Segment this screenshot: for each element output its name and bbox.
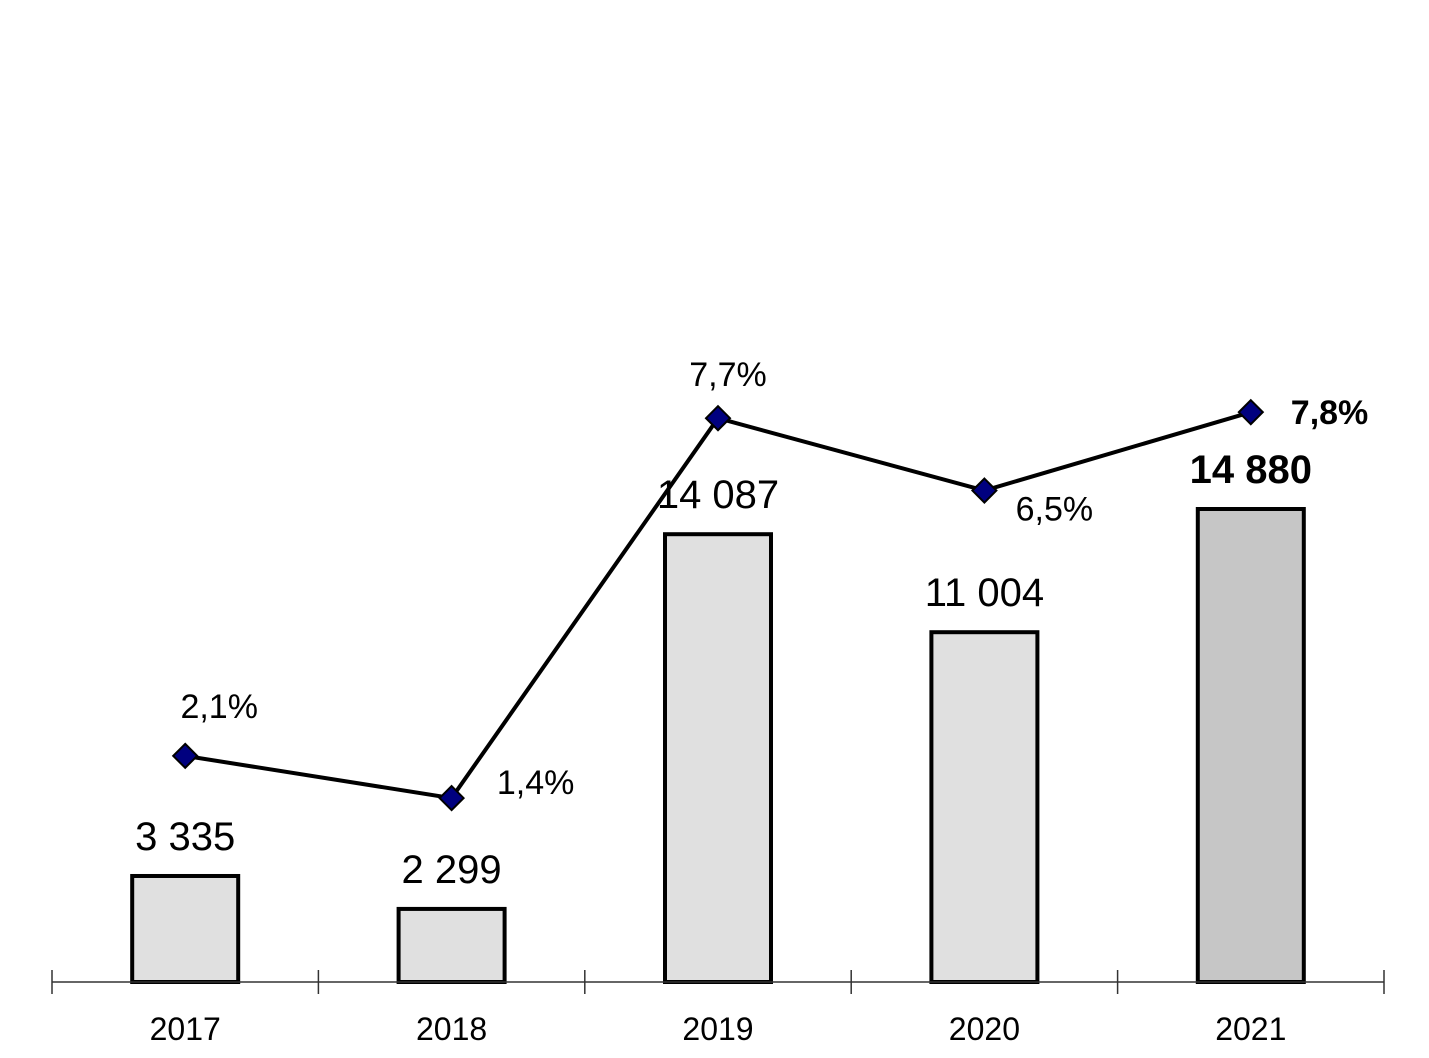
bar-value-label: 14 087 bbox=[657, 473, 779, 517]
x-tick-label: 2021 bbox=[1215, 1011, 1286, 1047]
percent-label: 1,4% bbox=[497, 764, 575, 802]
percent-marker-2021 bbox=[1237, 398, 1265, 426]
bar-2018 bbox=[396, 906, 507, 984]
x-tick-label: 2018 bbox=[416, 1011, 487, 1047]
percent-label: 2,1% bbox=[180, 688, 258, 726]
percent-series bbox=[171, 398, 1265, 812]
percent-label: 6,5% bbox=[1016, 491, 1094, 529]
bar-value-label: 2 299 bbox=[402, 848, 502, 892]
x-axis-labels: 2017 2018 2019 2020 2021 bbox=[150, 1011, 1287, 1047]
percent-label: 7,7% bbox=[689, 356, 767, 394]
bar-value-label: 14 880 bbox=[1190, 448, 1312, 492]
bar-value-label: 3 335 bbox=[135, 815, 235, 859]
bar-2020 bbox=[929, 630, 1040, 984]
bars bbox=[130, 507, 1306, 984]
percent-marker-2018 bbox=[438, 784, 466, 812]
percent-labels: 2,1% 1,4% 7,7% 6,5% 7,8% bbox=[180, 356, 1368, 802]
percent-label: 7,8% bbox=[1291, 394, 1369, 432]
x-tick-label: 2019 bbox=[682, 1011, 753, 1047]
x-tick-label: 2020 bbox=[949, 1011, 1020, 1047]
bar-2021 bbox=[1195, 507, 1306, 984]
percent-marker-2017 bbox=[171, 742, 199, 770]
x-tick-label: 2017 bbox=[150, 1011, 221, 1047]
bar-2017 bbox=[130, 873, 241, 984]
bar-value-label: 11 004 bbox=[925, 571, 1044, 615]
percent-marker-2019 bbox=[704, 404, 732, 432]
x-axis-ticks bbox=[51, 970, 1385, 994]
percent-marker-2020 bbox=[970, 477, 998, 504]
bar-2019 bbox=[663, 532, 773, 984]
bar-value-labels: 3 335 2 299 14 087 11 004 14 880 bbox=[135, 448, 1312, 892]
